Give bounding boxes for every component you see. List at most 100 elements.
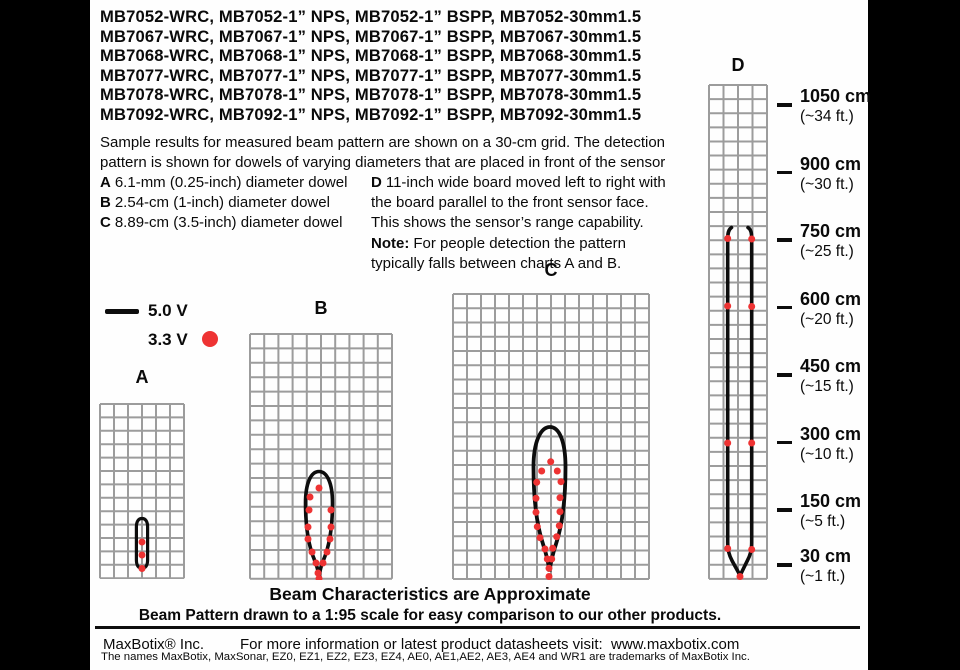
people-note-line2: typically falls between charts A and B. bbox=[371, 254, 622, 272]
chart-grid-C bbox=[452, 293, 650, 580]
beam-dot-C bbox=[549, 544, 557, 552]
legend-dot-label: 3.3 V bbox=[148, 330, 188, 349]
beam-dot-B bbox=[314, 569, 322, 577]
legend-line-swatch bbox=[105, 309, 139, 314]
note-d-line1: D 11-inch wide board moved left to right … bbox=[371, 173, 666, 193]
note-label: Note: bbox=[371, 234, 410, 252]
beam-dot-C bbox=[556, 508, 564, 516]
people-note-line1: Note: For people detection the pattern bbox=[371, 234, 666, 254]
beam-dot-B bbox=[312, 559, 320, 567]
website-info-text: For more information or latest product d… bbox=[240, 636, 740, 653]
beam-dot-D bbox=[748, 546, 756, 553]
scale-ft: (~15 ft.) bbox=[800, 378, 854, 395]
beam-dot-D bbox=[736, 573, 744, 580]
model-line: MB7068-WRC, MB7068-1” NPS, MB7068-1” BSP… bbox=[100, 46, 642, 66]
legend-line-label: 5.0 V bbox=[148, 301, 188, 320]
model-number-header: MB7052-WRC, MB7052-1” NPS, MB7052-1” BSP… bbox=[100, 7, 641, 125]
beam-dot-C bbox=[541, 545, 549, 553]
model-line: MB7078-WRC, MB7078-1” NPS, MB7078-1” BSP… bbox=[100, 85, 642, 105]
note-c: C 8.89-cm (3.5-inch) diameter dowel bbox=[100, 213, 347, 233]
beam-dot-C bbox=[548, 555, 556, 563]
note-d-key: D bbox=[371, 174, 382, 191]
beam-dot-C bbox=[538, 467, 546, 475]
scale-tick bbox=[777, 373, 792, 377]
scale-tick bbox=[777, 238, 792, 242]
beam-dot-B bbox=[315, 484, 323, 492]
model-line: MB7052-WRC, MB7052-1” NPS, MB7052-1” BSP… bbox=[100, 7, 642, 26]
beam-dot-A bbox=[138, 551, 146, 559]
beam-dot-B bbox=[306, 493, 314, 501]
note-d-line2: the board parallel to the front sensor f… bbox=[371, 194, 649, 212]
scale-cm: 600 cm bbox=[800, 288, 862, 309]
scale-ft: (~25 ft.) bbox=[800, 243, 854, 260]
model-line: MB7067-WRC, MB7067-1” NPS, MB7067-1” BSP… bbox=[100, 26, 642, 46]
page-content: MB7052-WRC, MB7052-1” NPS, MB7052-1” BSP… bbox=[90, 0, 871, 670]
scale-tick bbox=[777, 563, 792, 567]
note-a-key: A bbox=[100, 174, 111, 191]
note-b-key: B bbox=[100, 194, 111, 212]
beam-dot-B bbox=[327, 523, 335, 531]
beam-dot-B bbox=[304, 535, 312, 543]
scale-ft: (~5 ft.) bbox=[800, 513, 846, 530]
beam-outline-D bbox=[738, 225, 754, 579]
scale-item-900: 900 cm (~30 ft.) bbox=[777, 154, 861, 194]
beam-dot-B bbox=[304, 523, 312, 531]
board-note: D 11-inch wide board moved left to right … bbox=[371, 173, 666, 274]
scale-cm: 30 cm bbox=[800, 546, 852, 566]
chart-label-A: A bbox=[135, 367, 149, 387]
beam-dot-D bbox=[724, 235, 732, 242]
beam-dot-C bbox=[547, 458, 555, 466]
trademark-text: The names MaxBotix, MaxSonar, EZ0, EZ1, … bbox=[101, 651, 750, 663]
intro-paragraph: Sample results for measured beam pattern… bbox=[100, 133, 665, 173]
beam-dot-C bbox=[545, 573, 553, 580]
model-line: MB7092-WRC, MB7092-1” NPS, MB7092-1” BSP… bbox=[100, 104, 642, 124]
beam-dot-B bbox=[319, 559, 327, 567]
chart-label-D: D bbox=[731, 55, 745, 75]
beam-dot-B bbox=[305, 506, 313, 514]
scale-cm: 450 cm bbox=[800, 356, 862, 376]
scale-tick bbox=[777, 440, 792, 444]
scale-cm: 750 cm bbox=[800, 221, 862, 241]
beam-dot-D bbox=[724, 439, 732, 447]
beam-dot-C bbox=[532, 508, 540, 516]
beam-chart-C: C bbox=[452, 260, 650, 585]
note-b-text: 2.54-cm (1-inch) diameter dowel bbox=[114, 194, 330, 212]
scale-item-1050: 1050 cm (~34 ft.) bbox=[777, 86, 871, 126]
beam-dot-B bbox=[308, 548, 316, 556]
intro-line: pattern is shown for dowels of varying d… bbox=[100, 154, 666, 172]
scale-ft: (~1 ft.) bbox=[800, 568, 846, 585]
company-name: MaxBotix® Inc. bbox=[103, 636, 205, 653]
beam-dot-B bbox=[327, 506, 335, 514]
scale-item-750: 750 cm (~25 ft.) bbox=[777, 221, 861, 261]
beam-dot-C bbox=[555, 522, 563, 530]
scale-cm: 1050 cm bbox=[800, 86, 872, 106]
scale-ft: (~30 ft.) bbox=[800, 175, 854, 193]
scale-ft: (~20 ft.) bbox=[800, 310, 854, 328]
scale-tick bbox=[777, 103, 792, 107]
scale-tick bbox=[777, 170, 792, 174]
note-c-key: C bbox=[100, 214, 111, 232]
scale-tick bbox=[777, 305, 792, 309]
beam-chart-A: A bbox=[99, 367, 185, 584]
beam-dot-C bbox=[536, 534, 544, 542]
scale-ft: (~34 ft.) bbox=[800, 108, 854, 125]
footer-divider bbox=[95, 626, 860, 629]
scale-item-30: 30 cm (~1 ft.) bbox=[777, 546, 851, 586]
beam-dot-C bbox=[533, 478, 541, 486]
chart-label-B: B bbox=[314, 298, 328, 318]
model-line: MB7077-WRC, MB7077-1” NPS, MB7077-1” BSP… bbox=[100, 65, 642, 85]
beam-dot-D bbox=[748, 235, 756, 243]
beam-dot-C bbox=[533, 523, 541, 531]
beam-dot-B bbox=[326, 535, 334, 543]
scale-item-150: 150 cm (~5 ft.) bbox=[777, 491, 861, 531]
beam-dot-A bbox=[138, 538, 146, 546]
beam-dot-B bbox=[323, 548, 331, 556]
beam-dot-D bbox=[724, 302, 732, 310]
scale-tick bbox=[777, 508, 792, 512]
beam-chart-B: B bbox=[249, 298, 393, 585]
chart-grid-B bbox=[249, 333, 393, 582]
beam-dot-D bbox=[724, 545, 732, 552]
chart-grid-D bbox=[708, 84, 768, 580]
beam-scale-subtitle: Beam Pattern drawn to a 1:95 scale for e… bbox=[138, 607, 722, 624]
